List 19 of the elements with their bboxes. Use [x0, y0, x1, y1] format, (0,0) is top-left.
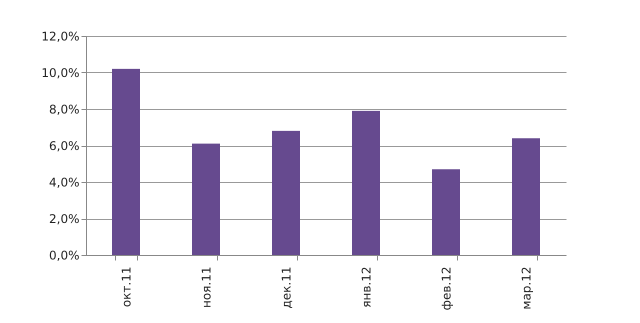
- y-tick-label: 10,0%: [41, 66, 80, 80]
- y-tick-label: 6,0%: [49, 139, 80, 153]
- x-tick-label: ноя.11: [200, 266, 214, 308]
- bar: [112, 68, 140, 255]
- x-tick-label: дек.11: [280, 266, 294, 309]
- y-tick-label: 0,0%: [49, 248, 80, 262]
- bar: [432, 169, 460, 255]
- y-tick-label: 8,0%: [49, 102, 80, 116]
- bar: [192, 144, 220, 255]
- bar: [272, 130, 300, 255]
- x-tick-label: мар.12: [520, 266, 534, 310]
- x-tick-label: фев.12: [440, 266, 454, 310]
- x-tick-label: янв.12: [360, 266, 374, 308]
- y-tick-label: 4,0%: [49, 176, 80, 190]
- bar: [512, 138, 540, 255]
- y-tick-label: 12,0%: [41, 30, 80, 44]
- bar: [352, 110, 380, 255]
- y-tick-label: 2,0%: [49, 212, 80, 226]
- x-tick-label: окт.11: [120, 266, 134, 308]
